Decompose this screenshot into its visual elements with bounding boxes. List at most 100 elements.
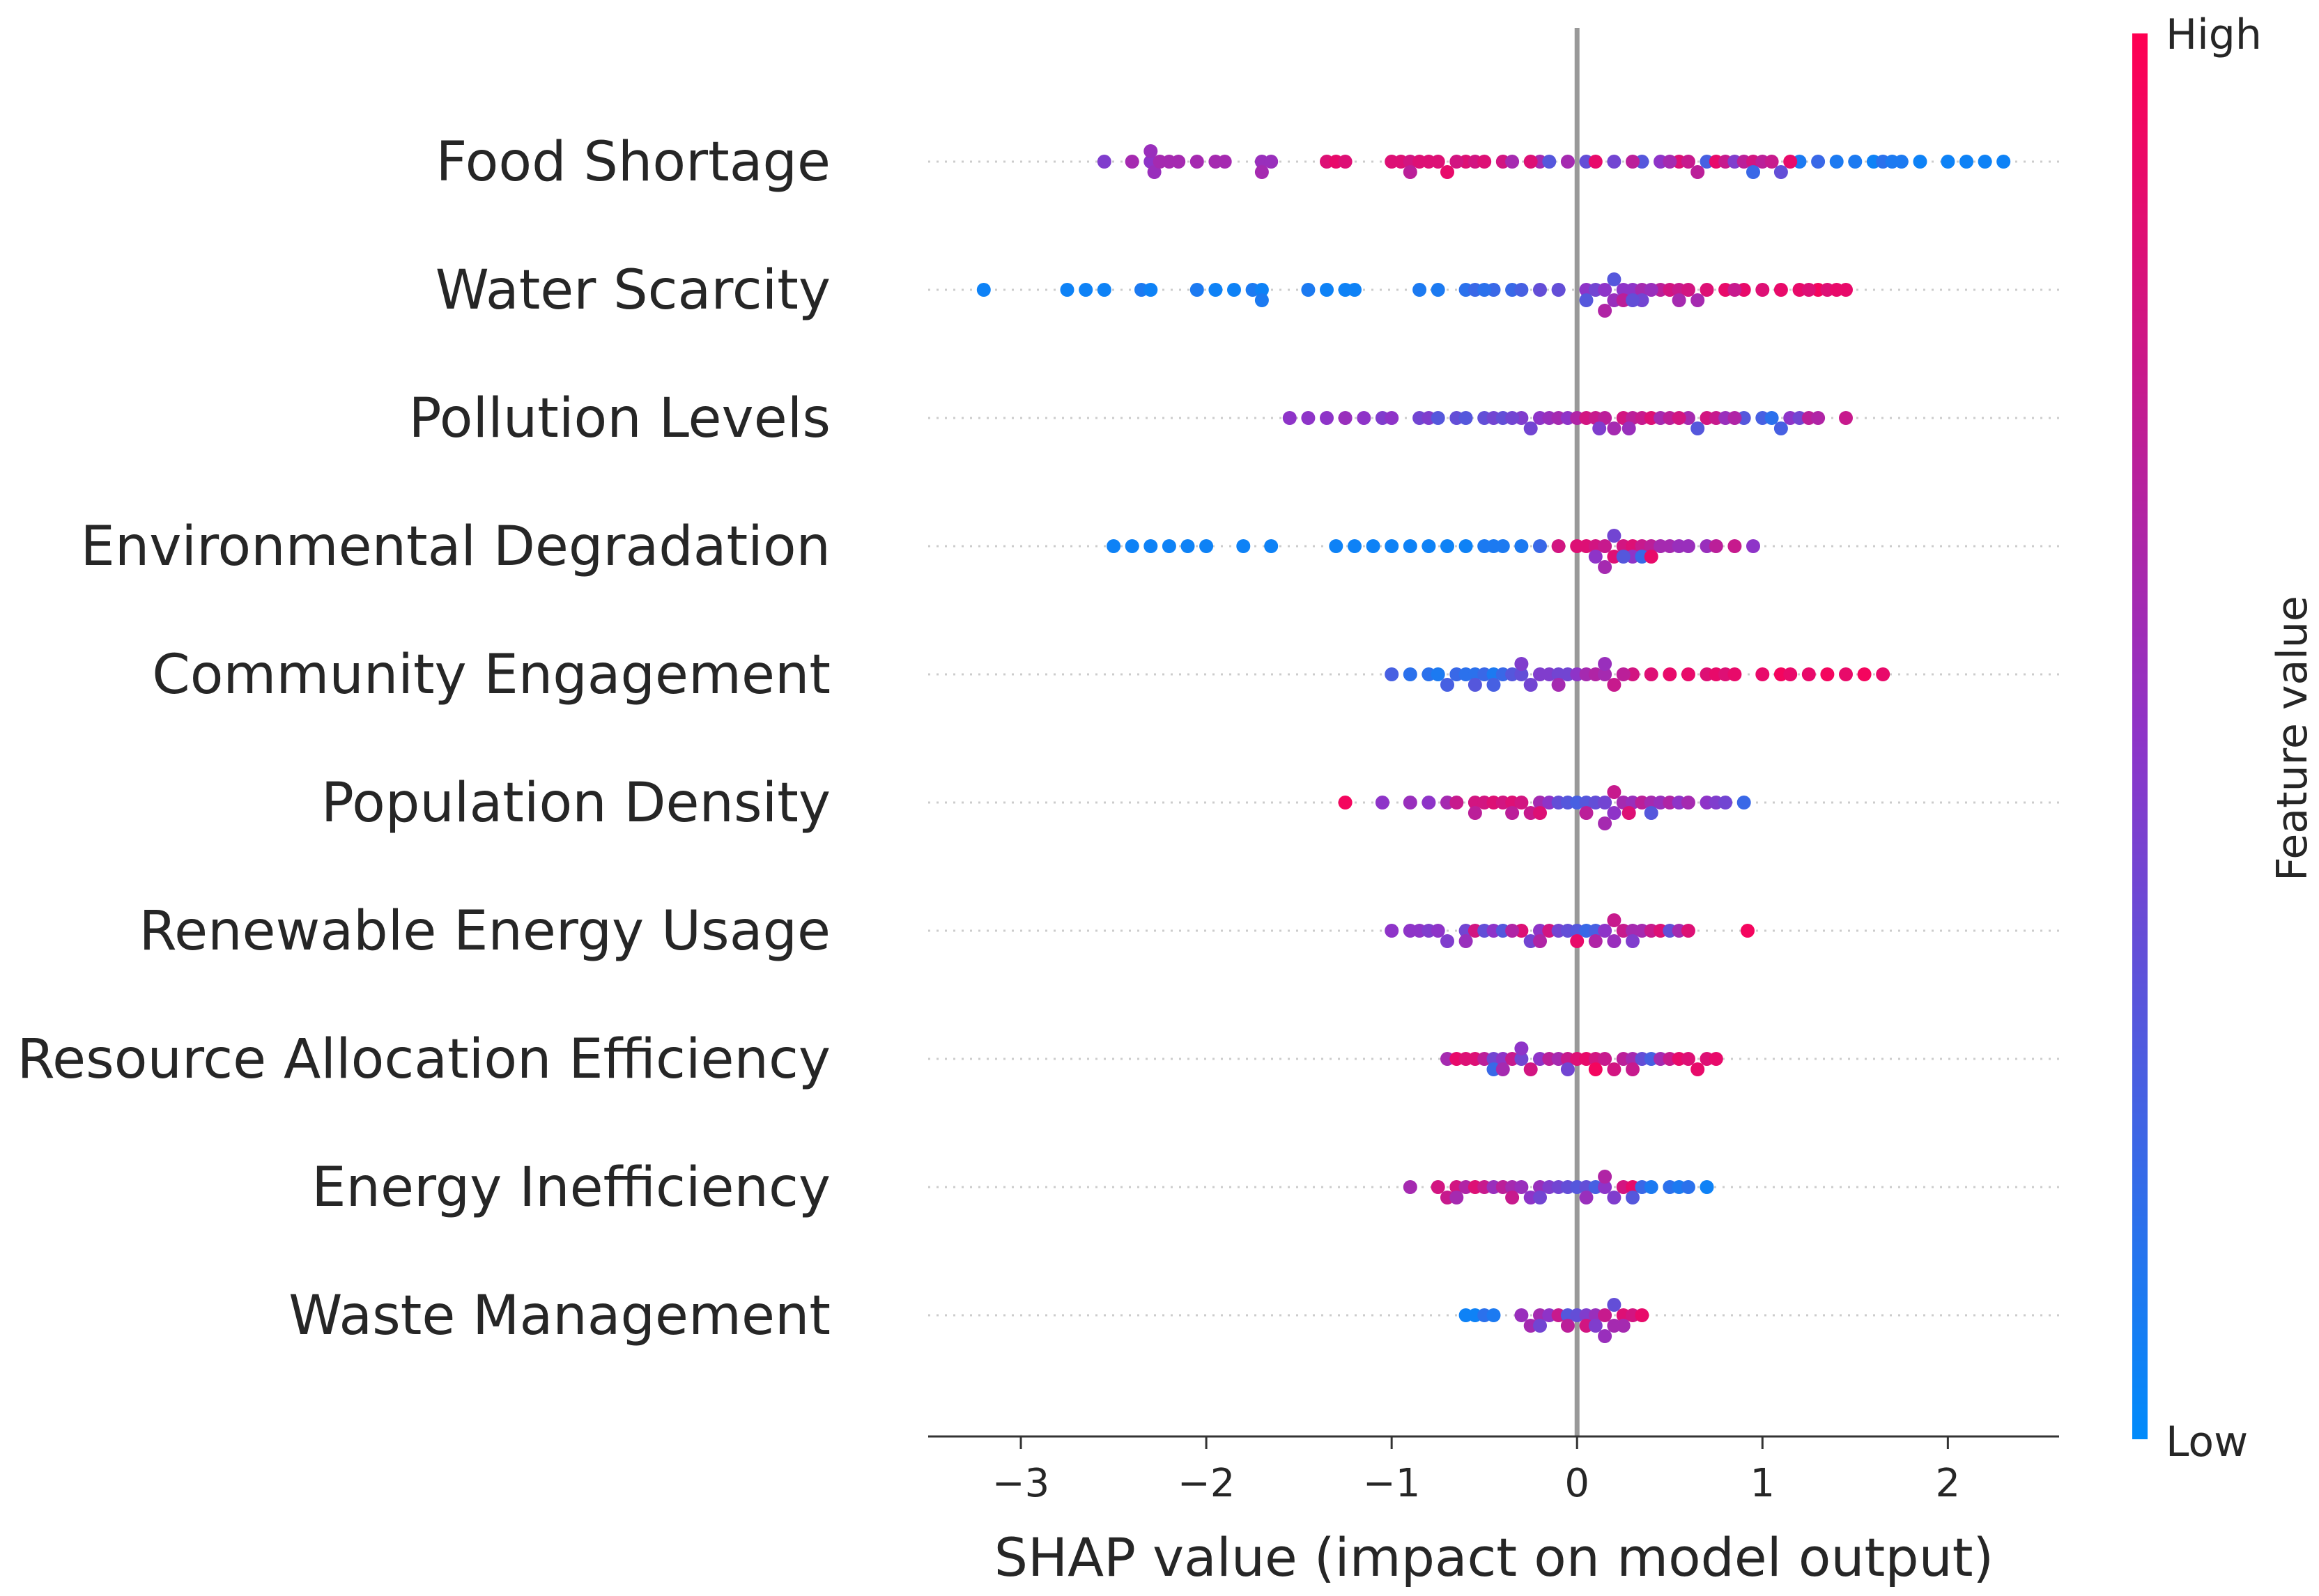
shap-point — [1514, 667, 1529, 681]
shap-point — [1514, 1052, 1529, 1066]
shap-point — [1236, 539, 1251, 553]
shap-point — [1876, 667, 1890, 681]
shap-point — [1254, 283, 1269, 297]
shap-point — [1755, 283, 1770, 297]
colorbar: High Low Feature value — [2132, 10, 2317, 1466]
shap-point — [1709, 539, 1723, 553]
shap-point — [1681, 667, 1695, 681]
shap-point — [1598, 657, 1612, 671]
shap-point — [1598, 796, 1612, 809]
shap-point — [1348, 539, 1362, 553]
shap-point — [1607, 1298, 1621, 1312]
shap-point — [1681, 283, 1695, 297]
shap-point — [1254, 293, 1269, 307]
shap-point — [1579, 1191, 1594, 1204]
x-tick-label: 0 — [1564, 1461, 1589, 1506]
shap-point — [1959, 155, 1973, 169]
shap-point — [1626, 155, 1640, 169]
shap-point — [1681, 924, 1695, 938]
shap-point — [1107, 539, 1121, 553]
shap-point — [1592, 421, 1607, 435]
shap-point — [1598, 539, 1612, 553]
shap-point — [1514, 796, 1529, 809]
shap-point — [1505, 1191, 1520, 1204]
shap-point — [1644, 667, 1658, 681]
shap-point — [1839, 667, 1853, 681]
shap-point — [1941, 155, 1955, 169]
shap-point — [1357, 411, 1371, 425]
shap-point — [1755, 667, 1770, 681]
shap-point — [1523, 678, 1538, 692]
shap-point — [1598, 1308, 1612, 1322]
shap-point — [1621, 806, 1636, 820]
shap-point — [1978, 155, 1992, 169]
shap-point — [1626, 293, 1640, 307]
shap-point — [1486, 1308, 1501, 1322]
shap-point — [1097, 155, 1111, 169]
shap-point — [1338, 411, 1353, 425]
shap-point — [1366, 539, 1380, 553]
shap-point — [1412, 283, 1427, 297]
shap-point — [1579, 806, 1594, 820]
shap-point — [1162, 539, 1176, 553]
shap-point — [1422, 539, 1436, 553]
shap-point — [1829, 155, 1844, 169]
shap-point — [1588, 155, 1603, 169]
shap-point — [1598, 283, 1612, 297]
shap-point — [1375, 796, 1389, 809]
shap-point — [1764, 411, 1779, 425]
x-axis-title: SHAP value (impact on model output) — [994, 1526, 1994, 1588]
shap-point — [1320, 411, 1334, 425]
points-layer — [976, 144, 2011, 1343]
shap-point — [1523, 421, 1538, 435]
shap-point — [1598, 667, 1612, 681]
shap-point — [1607, 934, 1621, 948]
shap-point — [1663, 155, 1677, 169]
shap-point — [1440, 678, 1454, 692]
x-tick-label: 2 — [1936, 1461, 1961, 1506]
shap-point — [1403, 796, 1417, 809]
shap-point — [1607, 1191, 1621, 1204]
shap-point — [1560, 1062, 1575, 1076]
shap-point — [1217, 155, 1232, 169]
shap-point — [1505, 806, 1520, 820]
shap-point — [1820, 667, 1835, 681]
shap-point — [1811, 155, 1826, 169]
colorbar-high-label: High — [2166, 10, 2262, 59]
shap-point — [1329, 539, 1343, 553]
shap-point — [1254, 165, 1269, 179]
shap-point — [1672, 293, 1686, 307]
shap-point — [1727, 539, 1742, 553]
shap-point — [1458, 934, 1473, 948]
shap-point — [1264, 539, 1279, 553]
feature-label: Pollution Levels — [409, 387, 831, 450]
shap-point — [1143, 283, 1158, 297]
shap-point — [1690, 421, 1705, 435]
shap-point — [1616, 1319, 1631, 1333]
shap-point — [1598, 924, 1612, 938]
shap-point — [1560, 155, 1575, 169]
shap-point — [1773, 165, 1788, 179]
x-axis: −3 −2 −1 0 1 2 — [928, 1435, 2059, 1506]
shap-point — [1495, 1062, 1510, 1076]
shap-point — [1718, 796, 1733, 809]
shap-point — [1533, 1191, 1547, 1204]
shap-point — [1533, 806, 1547, 820]
colorbar-low-label: Low — [2166, 1418, 2248, 1466]
shap-point — [1588, 1319, 1603, 1333]
shap-point — [1551, 678, 1566, 692]
shap-point — [1189, 283, 1204, 297]
shap-point — [1681, 796, 1695, 809]
shap-point — [1607, 529, 1621, 543]
shap-point — [1171, 155, 1186, 169]
shap-point — [1598, 1170, 1612, 1184]
x-ticks: −3 −2 −1 0 1 2 — [992, 1436, 1960, 1506]
shap-point — [1431, 411, 1445, 425]
shap-point — [1598, 816, 1612, 830]
shap-point — [1616, 550, 1631, 564]
shap-point — [1644, 806, 1658, 820]
shap-point — [1514, 1180, 1529, 1194]
shap-point — [1663, 667, 1677, 681]
shap-point — [1746, 165, 1760, 179]
